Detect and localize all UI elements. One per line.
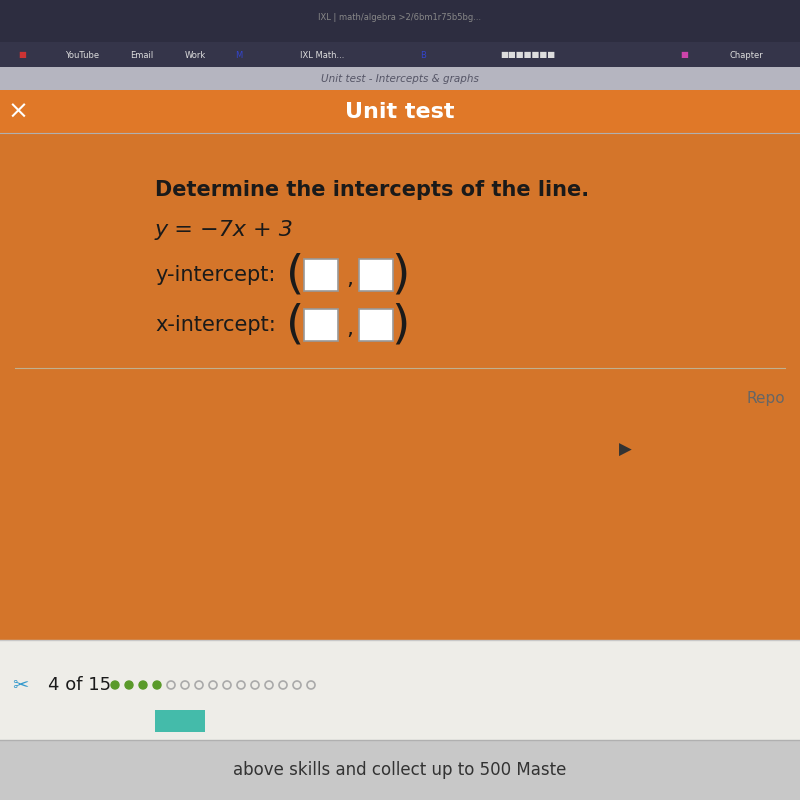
Text: ,: , [346, 319, 354, 339]
Text: above skills and collect up to 500 Maste: above skills and collect up to 500 Maste [234, 761, 566, 779]
Circle shape [153, 681, 161, 689]
Text: (: ( [286, 253, 304, 298]
FancyBboxPatch shape [155, 710, 205, 732]
Text: ×: × [7, 100, 29, 124]
Text: ▶: ▶ [618, 441, 631, 459]
Text: Determine the intercepts of the line.: Determine the intercepts of the line. [155, 180, 589, 200]
Text: ■: ■ [680, 50, 688, 59]
FancyBboxPatch shape [359, 309, 393, 341]
Text: ,: , [346, 269, 354, 289]
Text: Unit test: Unit test [346, 102, 454, 122]
Text: x-intercept:: x-intercept: [155, 315, 276, 335]
Circle shape [111, 681, 119, 689]
Text: Repo: Repo [746, 390, 785, 406]
Text: ■■■■■■■: ■■■■■■■ [500, 50, 555, 59]
FancyBboxPatch shape [0, 0, 800, 42]
FancyBboxPatch shape [304, 259, 338, 291]
FancyBboxPatch shape [359, 259, 393, 291]
FancyBboxPatch shape [0, 90, 800, 133]
Text: y = −7x + 3: y = −7x + 3 [155, 220, 294, 240]
Text: (: ( [286, 302, 304, 347]
Text: Work: Work [185, 50, 206, 59]
Text: IXL | math/algebra >2/6bm1r75b5bg...: IXL | math/algebra >2/6bm1r75b5bg... [318, 14, 482, 22]
Text: IXL Math...: IXL Math... [300, 50, 344, 59]
FancyBboxPatch shape [0, 640, 800, 740]
FancyBboxPatch shape [0, 42, 800, 67]
Text: ): ) [391, 302, 409, 347]
FancyBboxPatch shape [0, 67, 800, 90]
FancyBboxPatch shape [0, 740, 800, 800]
Text: ): ) [391, 253, 409, 298]
Text: YouTube: YouTube [65, 50, 99, 59]
Text: 4 of 15: 4 of 15 [48, 676, 111, 694]
FancyBboxPatch shape [0, 133, 800, 640]
Text: y-intercept:: y-intercept: [155, 265, 275, 285]
Circle shape [125, 681, 133, 689]
Text: Chapter: Chapter [730, 50, 764, 59]
Circle shape [139, 681, 147, 689]
Text: ✂: ✂ [12, 675, 28, 694]
Text: Email: Email [130, 50, 154, 59]
Text: Unit test - Intercepts & graphs: Unit test - Intercepts & graphs [321, 74, 479, 84]
FancyBboxPatch shape [304, 309, 338, 341]
FancyBboxPatch shape [0, 640, 800, 740]
Text: M: M [235, 50, 242, 59]
Text: B: B [420, 50, 426, 59]
Text: ■: ■ [18, 50, 26, 59]
